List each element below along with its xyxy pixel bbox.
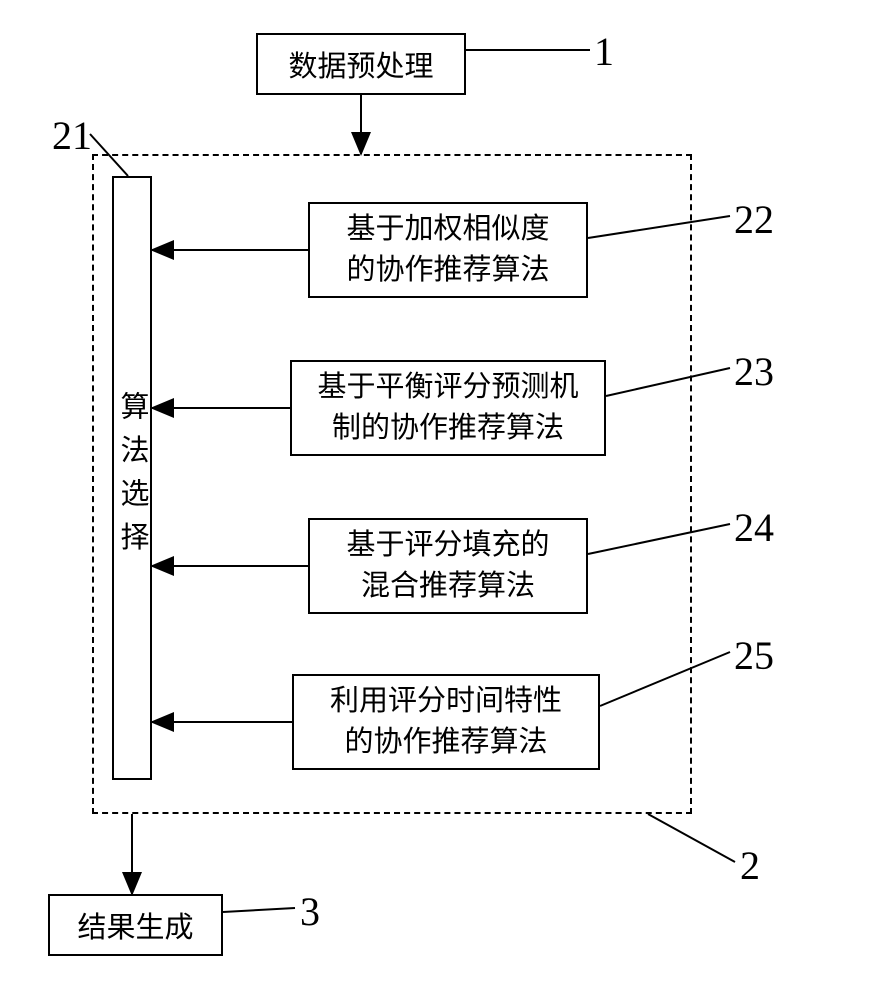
label-25: 25	[734, 632, 774, 679]
node-result-generation: 结果生成	[48, 894, 223, 956]
node-weighted-similarity: 基于加权相似度的协作推荐算法	[308, 202, 588, 298]
node-text: 基于加权相似度的协作推荐算法	[346, 209, 549, 290]
node-text: 数据预处理	[288, 43, 433, 85]
label-3: 3	[300, 888, 320, 935]
node-text: 基于平衡评分预测机制的协作推荐算法	[317, 367, 578, 448]
label-22: 22	[734, 196, 774, 243]
node-algorithm-select: 算法选择	[112, 176, 152, 780]
label-21: 21	[52, 112, 92, 159]
label-24: 24	[734, 504, 774, 551]
node-time-characteristic: 利用评分时间特性的协作推荐算法	[292, 674, 600, 770]
label-1: 1	[594, 28, 614, 75]
node-balanced-rating: 基于平衡评分预测机制的协作推荐算法	[290, 360, 606, 456]
node-text: 基于评分填充的混合推荐算法	[346, 525, 549, 606]
label-2: 2	[740, 842, 760, 889]
label-23: 23	[734, 348, 774, 395]
node-text: 算法选择	[111, 391, 153, 565]
node-text: 利用评分时间特性的协作推荐算法	[330, 681, 562, 762]
node-rating-fill: 基于评分填充的混合推荐算法	[308, 518, 588, 614]
node-data-preprocessing: 数据预处理	[256, 33, 466, 95]
diagram-canvas: { "colors": { "background": "#ffffff", "…	[0, 0, 877, 1000]
node-text: 结果生成	[77, 904, 193, 946]
